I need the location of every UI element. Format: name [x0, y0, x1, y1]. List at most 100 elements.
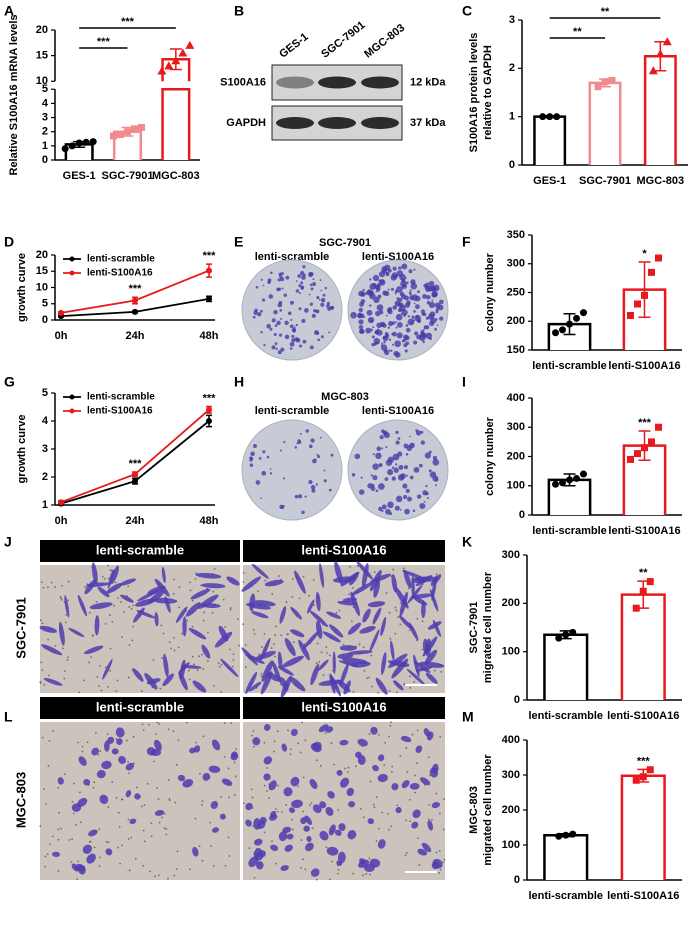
- colony: [394, 505, 400, 511]
- culture-plate: [241, 259, 343, 361]
- cell: [277, 651, 283, 670]
- pore: [324, 732, 327, 735]
- y-tick-label: 2: [42, 126, 48, 138]
- pore: [176, 850, 179, 853]
- colony: [275, 347, 278, 351]
- data-point: [58, 309, 64, 316]
- colony: [302, 265, 306, 269]
- y-tick-label: 250: [507, 286, 525, 298]
- cell: [388, 660, 410, 667]
- pore: [443, 858, 446, 861]
- pore: [263, 741, 266, 744]
- data-point: [132, 471, 138, 478]
- x-tick-label: lenti-scramble: [528, 710, 603, 722]
- data-point: [655, 49, 665, 58]
- pore: [189, 581, 191, 584]
- colony: [309, 345, 314, 350]
- pore: [227, 767, 230, 770]
- cell: [192, 846, 199, 857]
- pore: [270, 647, 273, 649]
- pore: [143, 804, 146, 806]
- pore: [220, 663, 223, 666]
- colony: [281, 287, 284, 290]
- y-tick-label: 100: [507, 480, 525, 492]
- y-tick-label: 300: [507, 421, 525, 433]
- pore: [114, 581, 117, 584]
- colony: [289, 341, 295, 347]
- pore: [71, 800, 74, 803]
- data-point: [539, 113, 547, 121]
- cell: [245, 654, 265, 664]
- colony: [289, 347, 293, 350]
- colony: [431, 290, 438, 298]
- cell: [77, 594, 87, 617]
- cell: [429, 767, 439, 778]
- cell: [211, 827, 219, 833]
- pore: [67, 656, 69, 659]
- colony: [354, 453, 361, 460]
- blot-size-label: 12 kDa: [410, 76, 446, 88]
- cell: [249, 681, 262, 692]
- pore: [193, 663, 195, 666]
- colony: [261, 470, 267, 476]
- pore: [227, 796, 230, 799]
- pore: [291, 596, 294, 598]
- pore: [365, 872, 368, 875]
- series-line: [60, 409, 210, 504]
- pore: [213, 684, 216, 687]
- pore: [356, 565, 359, 567]
- colony: [289, 301, 294, 305]
- colony: [279, 272, 282, 275]
- pore: [173, 874, 176, 877]
- pore: [97, 753, 100, 756]
- cell: [326, 846, 339, 856]
- cell: [120, 594, 134, 603]
- pore: [117, 811, 120, 814]
- pore: [109, 669, 112, 672]
- pore: [230, 721, 233, 724]
- pore: [115, 796, 118, 799]
- colony: [260, 497, 263, 500]
- cell: [264, 579, 284, 587]
- pore: [52, 835, 54, 838]
- colony: [415, 430, 422, 436]
- cell: [125, 790, 132, 798]
- pore: [63, 670, 66, 672]
- data-point: [646, 766, 654, 774]
- pore: [41, 736, 44, 739]
- pore: [131, 625, 134, 628]
- colony: [281, 272, 285, 275]
- header-bar: [40, 697, 240, 719]
- cell: [84, 645, 104, 655]
- pore: [47, 764, 50, 767]
- cell: [306, 835, 312, 843]
- colony: [406, 281, 409, 285]
- pore: [399, 755, 402, 758]
- pore: [429, 774, 431, 777]
- cell: [104, 740, 110, 752]
- cell: [342, 597, 357, 603]
- colony: [437, 304, 444, 311]
- colony: [388, 321, 394, 327]
- pore: [81, 745, 84, 748]
- data-point: [138, 123, 145, 131]
- pore: [195, 741, 198, 744]
- colony: [268, 294, 274, 299]
- colony: [384, 331, 389, 336]
- pore: [77, 860, 80, 863]
- cell: [339, 645, 357, 651]
- cell: [399, 591, 408, 617]
- pore: [54, 586, 56, 588]
- pore: [403, 683, 406, 686]
- data-point: [573, 474, 580, 482]
- pore: [189, 868, 192, 871]
- pore: [421, 648, 424, 651]
- pore: [83, 679, 85, 682]
- colony: [387, 326, 390, 329]
- data-point: [559, 479, 566, 487]
- colony: [411, 321, 414, 324]
- pore: [130, 608, 133, 610]
- pore: [101, 575, 104, 578]
- pore: [52, 730, 55, 733]
- y-tick-label: 150: [507, 344, 525, 356]
